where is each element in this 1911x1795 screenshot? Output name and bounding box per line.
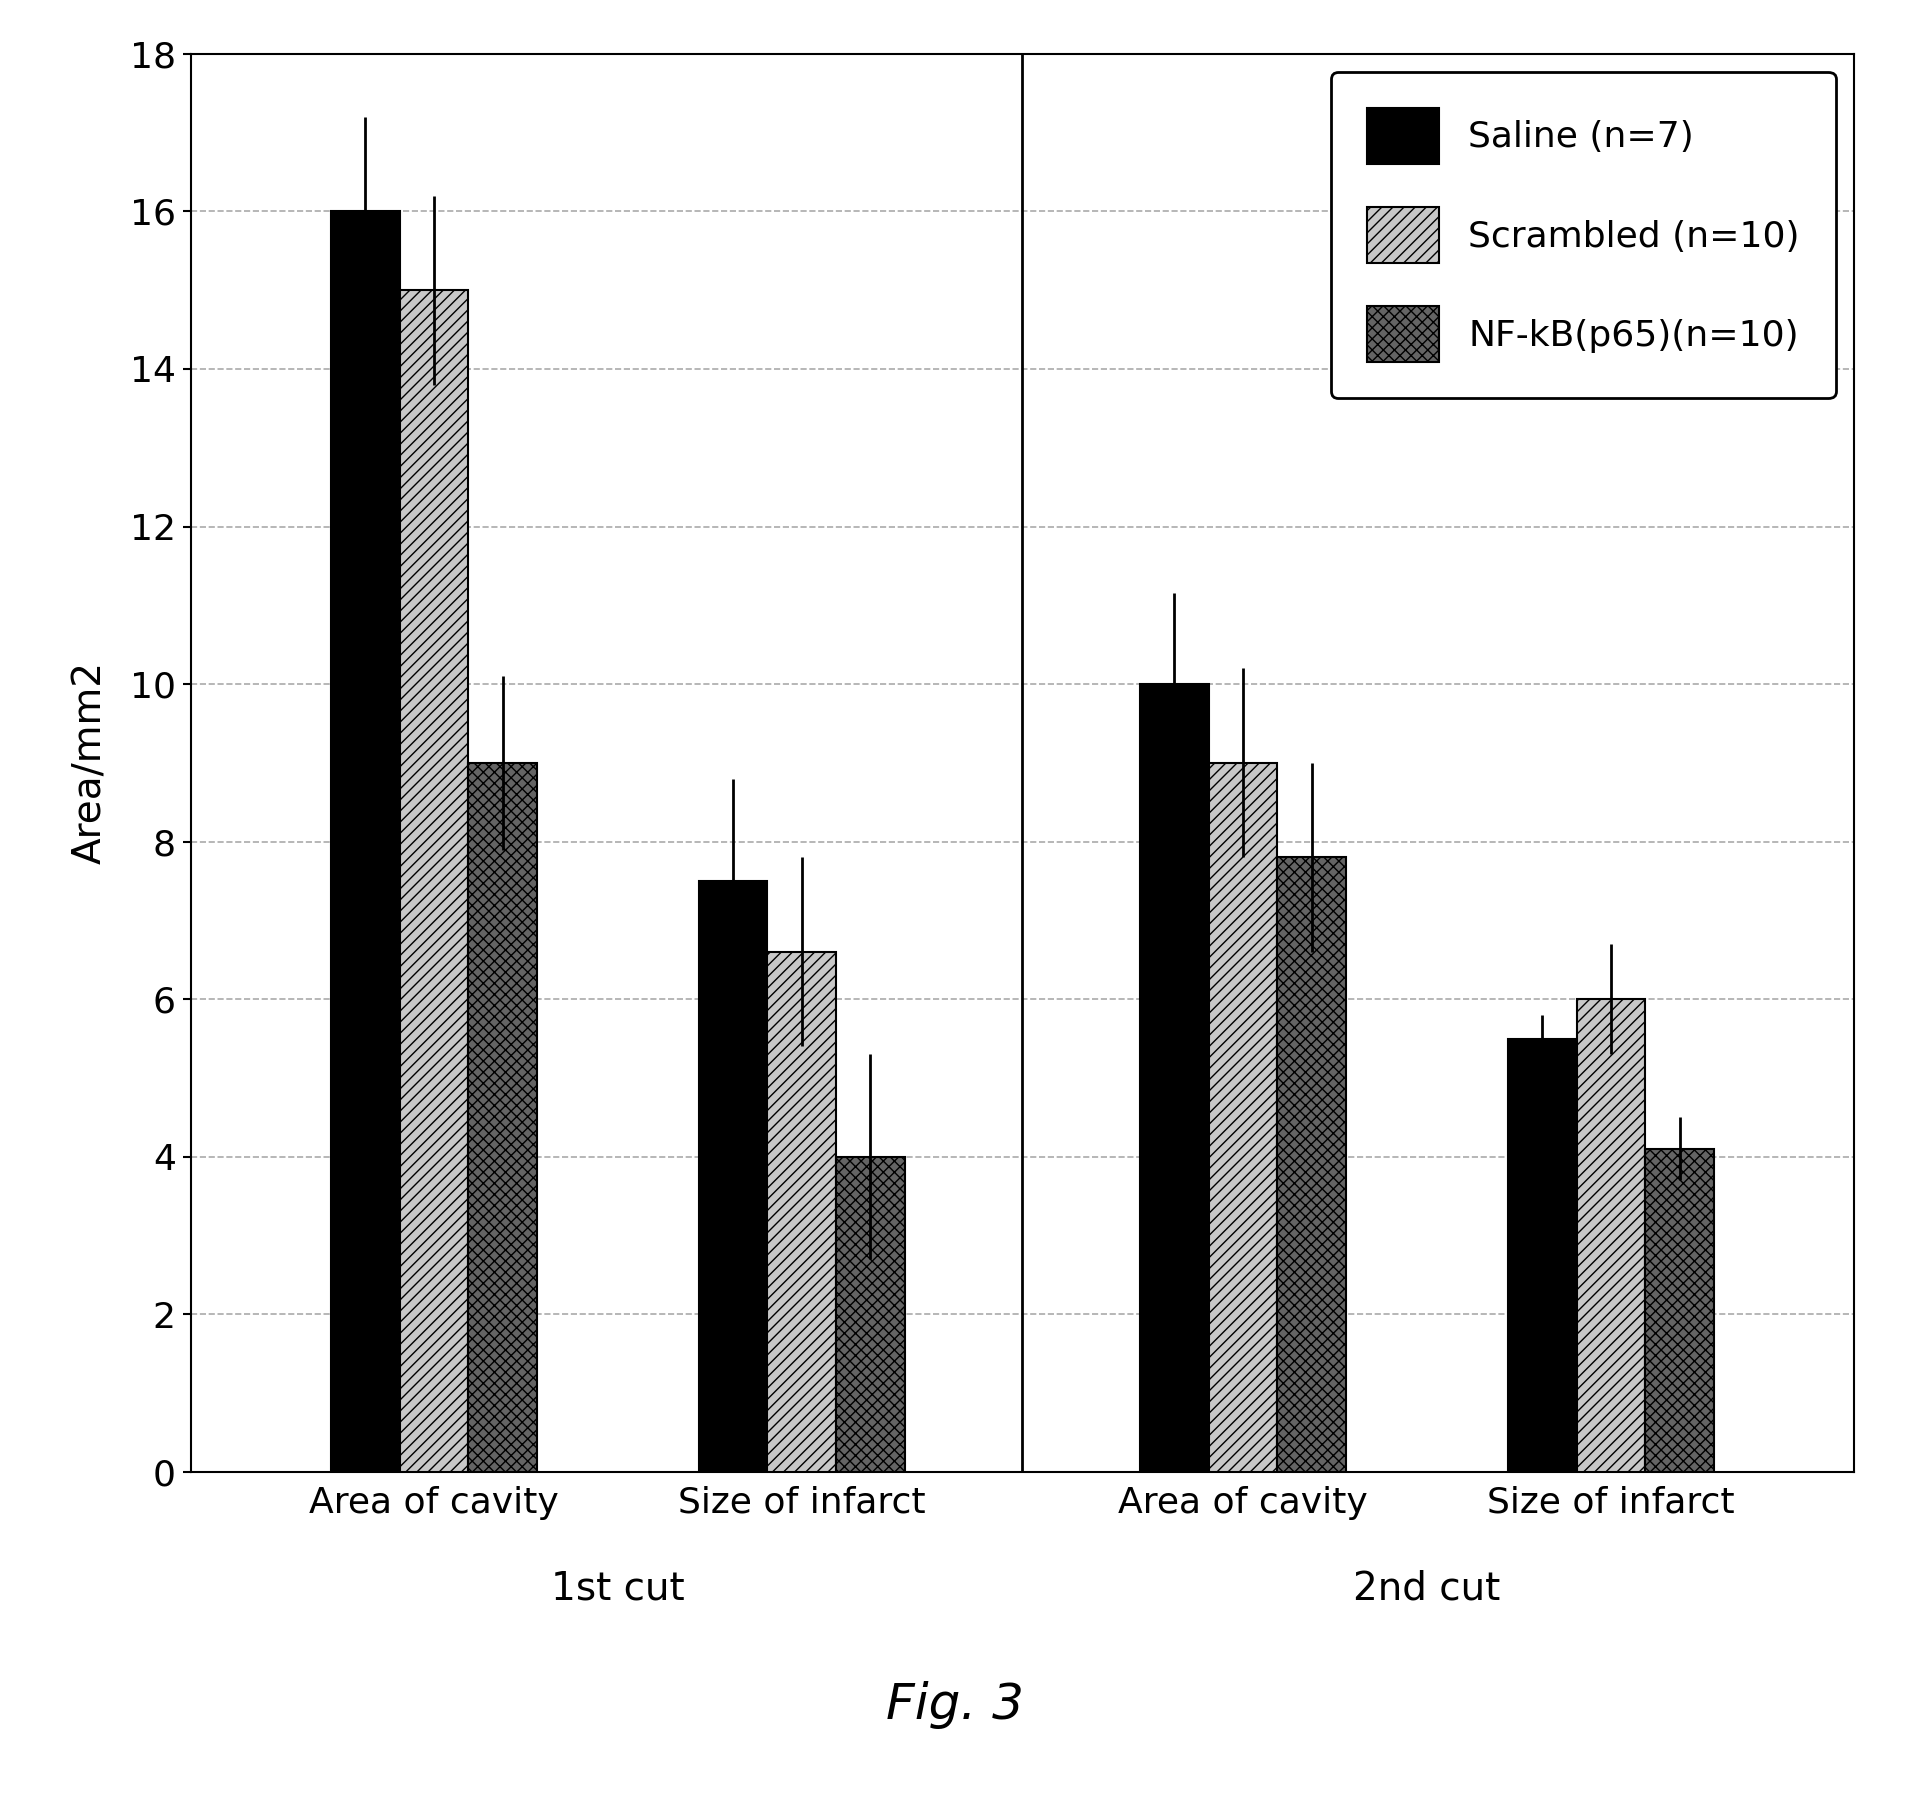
Text: Fig. 3: Fig. 3 [887,1682,1024,1729]
Legend: Saline (n=7), Scrambled (n=10), NF-kB(p65)(n=10): Saline (n=7), Scrambled (n=10), NF-kB(p6… [1330,72,1836,398]
Bar [835,1156,904,1472]
Bar [768,951,835,1472]
Bar [1210,763,1277,1472]
Text: 1st cut: 1st cut [550,1569,684,1607]
Text: 2nd cut: 2nd cut [1353,1569,1500,1607]
Bar [1277,858,1345,1472]
Bar [1141,684,1210,1472]
Bar [699,881,768,1472]
Bar [399,291,468,1472]
Bar [1508,1039,1577,1472]
Bar [468,763,537,1472]
Y-axis label: Area/mm2: Area/mm2 [71,661,109,865]
Bar [331,212,399,1472]
Bar [1645,1149,1714,1472]
Bar [1577,1000,1645,1472]
